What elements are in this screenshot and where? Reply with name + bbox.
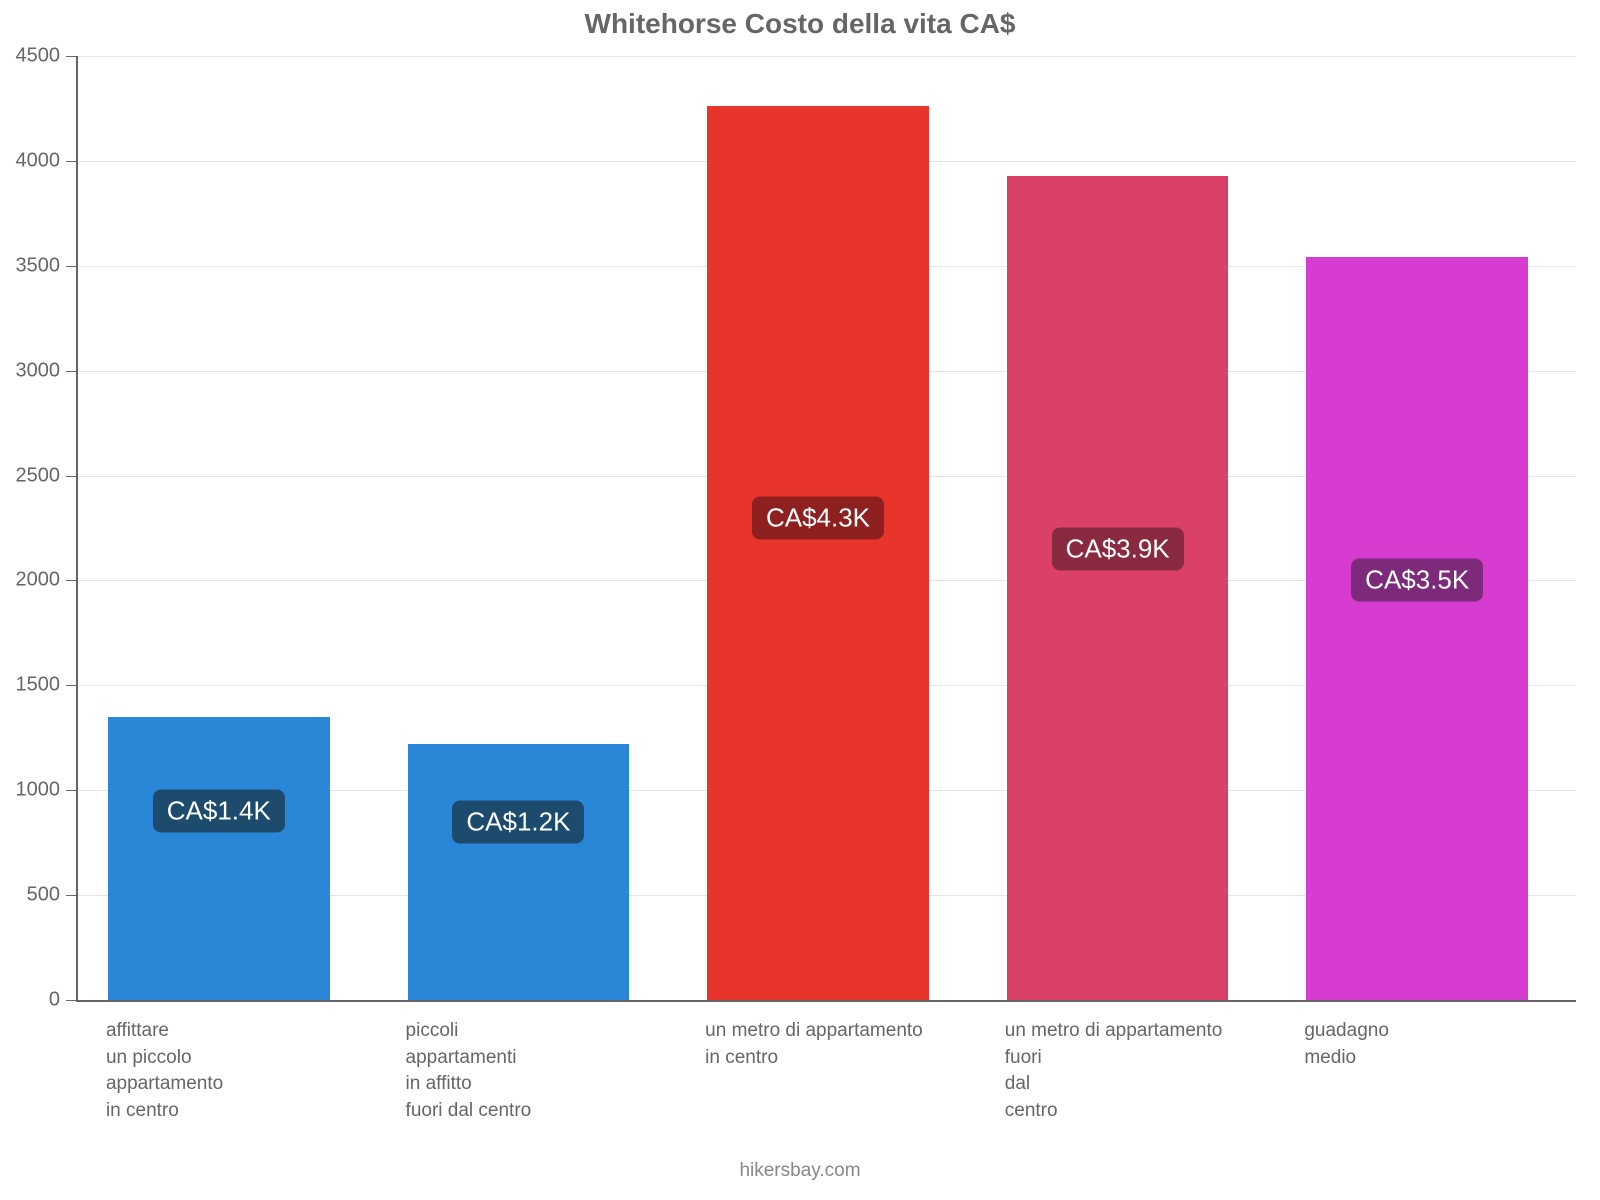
x-tick-label-line: in affitto <box>406 1071 668 1098</box>
value-badge: CA$3.5K <box>1351 559 1483 602</box>
x-tick-label-line: affittare <box>106 1018 368 1045</box>
chart-container: Whitehorse Costo della vita CA$ CA$1.4KC… <box>0 0 1600 1200</box>
x-tick-label-line: appartamento <box>106 1071 368 1098</box>
y-tick-label: 4000 <box>0 149 60 172</box>
y-tick-label: 2000 <box>0 569 60 592</box>
y-tick-label: 1000 <box>0 779 60 802</box>
x-tick-label-line: centro <box>1005 1098 1267 1125</box>
x-tick-label-line: guadagno <box>1304 1018 1566 1045</box>
plot-area: CA$1.4K CA$1.2K CA$4.3K CA$3.9K CA$3.5K <box>76 56 1576 1002</box>
y-tick <box>66 56 76 57</box>
x-tick-label-line: in centro <box>705 1045 967 1072</box>
x-tick-label: guadagnomedio <box>1304 1018 1566 1071</box>
y-tick <box>66 1000 76 1001</box>
x-tick-label-line: un piccolo <box>106 1045 368 1072</box>
x-tick-label-line: piccoli <box>406 1018 668 1045</box>
x-tick-label: affittareun piccoloappartamentoin centro <box>106 1018 368 1124</box>
y-tick-label: 3500 <box>0 254 60 277</box>
x-tick-label: un metro di appartamentoin centro <box>705 1018 967 1071</box>
y-tick <box>66 685 76 686</box>
y-tick-label: 500 <box>0 884 60 907</box>
x-tick-label-line: fuori dal centro <box>406 1098 668 1125</box>
chart-footer: hikersbay.com <box>0 1160 1600 1182</box>
y-tick <box>66 895 76 896</box>
y-tick-label: 4500 <box>0 45 60 68</box>
value-badge: CA$3.9K <box>1052 527 1184 570</box>
y-tick <box>66 476 76 477</box>
x-tick-label-line: dal <box>1005 1071 1267 1098</box>
x-tick-label-line: un metro di appartamento <box>705 1018 967 1045</box>
x-tick-label-line: in centro <box>106 1098 368 1125</box>
y-tick-label: 0 <box>0 989 60 1012</box>
x-tick-label-line: appartamenti <box>406 1045 668 1072</box>
y-tick <box>66 580 76 581</box>
y-tick <box>66 790 76 791</box>
value-badge: CA$1.4K <box>153 790 285 833</box>
x-tick-label: un metro di appartamentofuoridalcentro <box>1005 1018 1267 1124</box>
bar <box>1007 176 1229 1000</box>
gridline <box>78 56 1576 57</box>
y-tick-label: 3000 <box>0 359 60 382</box>
x-tick-label-line: fuori <box>1005 1045 1267 1072</box>
x-tick-label-line: un metro di appartamento <box>1005 1018 1267 1045</box>
y-tick-label: 2500 <box>0 464 60 487</box>
x-tick-label: piccoliappartamentiin affittofuori dal c… <box>406 1018 668 1124</box>
value-badge: CA$4.3K <box>752 496 884 539</box>
bar <box>408 744 630 1000</box>
chart-title: Whitehorse Costo della vita CA$ <box>0 8 1600 40</box>
bar <box>108 717 330 1000</box>
y-tick <box>66 161 76 162</box>
y-tick <box>66 371 76 372</box>
bar <box>707 106 929 1000</box>
x-tick-label-line: medio <box>1304 1045 1566 1072</box>
y-tick-label: 1500 <box>0 674 60 697</box>
bar <box>1306 257 1528 1000</box>
value-badge: CA$1.2K <box>452 800 584 843</box>
y-tick <box>66 266 76 267</box>
